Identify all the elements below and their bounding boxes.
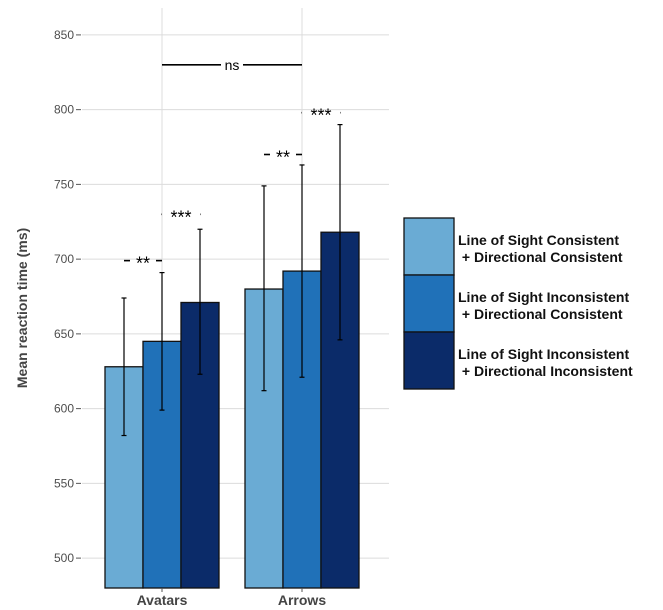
legend-key-2 xyxy=(403,274,455,333)
y-tick-label: 600 xyxy=(54,402,74,416)
significance-annotations: **********ns xyxy=(124,57,341,274)
significance-label: *** xyxy=(170,207,191,227)
legend-label-3: Line of Sight Inconsistent + Directional… xyxy=(458,346,633,379)
significance-label: *** xyxy=(310,106,331,126)
bar-avatars-series-3 xyxy=(180,301,220,589)
y-axis: 500 550 600 650 700 750 800 850 xyxy=(54,28,81,565)
legend-key-1 xyxy=(403,217,455,276)
x-category-label: Avatars xyxy=(137,592,188,608)
y-tick-label: 650 xyxy=(54,327,74,341)
x-axis: Avatars Arrows xyxy=(137,588,326,608)
significance-label: ** xyxy=(276,147,290,167)
legend-key-3 xyxy=(403,331,455,390)
y-tick-label: 850 xyxy=(54,28,74,42)
y-tick-label: 500 xyxy=(54,551,74,565)
x-category-label: Arrows xyxy=(278,592,326,608)
y-tick-label: 550 xyxy=(54,476,74,490)
y-axis-title: Mean reaction time (ms) xyxy=(14,228,30,388)
ns-label: ns xyxy=(225,57,240,73)
error-bars-layer xyxy=(121,123,343,437)
legend: Line of Sight Consistent + Directional C… xyxy=(403,217,633,390)
y-tick-label: 750 xyxy=(54,177,74,191)
legend-label-2: Line of Sight Inconsistent + Directional… xyxy=(458,289,629,322)
significance-label: ** xyxy=(136,254,150,274)
y-tick-label: 700 xyxy=(54,252,74,266)
y-tick-label: 800 xyxy=(54,103,74,117)
legend-label-1: Line of Sight Consistent + Directional C… xyxy=(458,232,623,265)
bars-layer xyxy=(104,231,360,589)
